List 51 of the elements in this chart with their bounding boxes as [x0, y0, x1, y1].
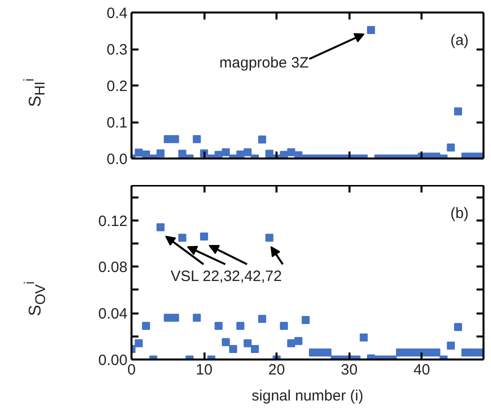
point [134, 339, 143, 348]
y-tick-label: 0.0 [106, 151, 128, 168]
annotation: (b) [450, 205, 469, 222]
point [432, 348, 440, 357]
y-tick-label: 0.2 [106, 78, 128, 95]
annotation: (a) [450, 32, 469, 49]
x-tick-label: 20 [268, 362, 285, 378]
point [396, 348, 404, 357]
point [425, 348, 434, 357]
point [461, 348, 470, 357]
x-axis-title: signal number (i) [252, 388, 364, 404]
y-tick-label: 0.04 [98, 306, 128, 323]
y-tick-label: 0.12 [98, 212, 128, 230]
annotation: VSL 22,32,42,72 [170, 268, 282, 285]
point [192, 314, 201, 322]
point [287, 339, 296, 348]
y-tick-label: 0.4 [106, 5, 128, 22]
point [214, 322, 223, 330]
y-tick-label: 0.1 [106, 114, 128, 132]
annotation: magprobe 3Z [219, 54, 309, 72]
point [200, 232, 208, 241]
point [294, 336, 302, 345]
point [244, 339, 252, 348]
x-tick-label: 10 [196, 362, 212, 378]
y-tick-label: 0.3 [106, 42, 128, 58]
x-tick-label: 40 [413, 362, 430, 378]
point [468, 348, 477, 357]
y-tick-label: 0.08 [98, 259, 128, 276]
point [446, 342, 455, 350]
point [403, 348, 412, 357]
point [156, 223, 165, 232]
point [222, 338, 230, 346]
point [323, 348, 332, 357]
x-tick-label: 30 [340, 362, 358, 378]
point [142, 322, 150, 330]
point [360, 333, 368, 342]
point [171, 314, 180, 322]
point [258, 314, 266, 323]
y-tick-label: 0.00 [98, 352, 128, 369]
point [265, 234, 274, 242]
point [236, 322, 244, 330]
point [454, 323, 462, 332]
point [410, 348, 419, 357]
x-tick-label: 0 [127, 362, 136, 378]
point [308, 348, 317, 357]
point [280, 322, 288, 330]
point [250, 345, 259, 354]
point [178, 234, 186, 242]
point [302, 316, 310, 324]
point [229, 345, 238, 354]
point [316, 348, 324, 357]
